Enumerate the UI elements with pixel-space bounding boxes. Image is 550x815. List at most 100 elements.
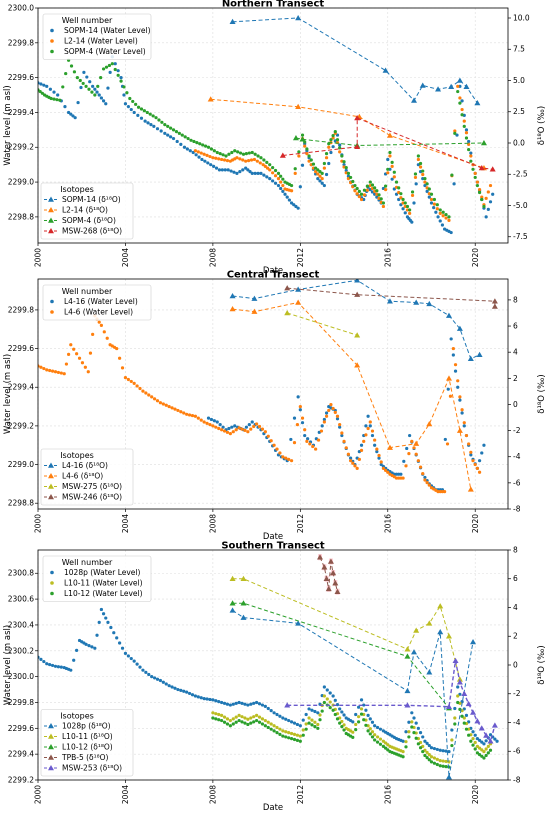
wl-point <box>320 181 324 185</box>
wl-point <box>142 109 146 113</box>
wl-point <box>50 663 55 668</box>
wl-point <box>259 156 263 160</box>
wl-point <box>59 371 63 375</box>
wl-point <box>126 654 130 658</box>
wl-point <box>143 119 147 123</box>
wl-point <box>475 737 479 741</box>
wl-point <box>320 424 324 428</box>
wl-point <box>155 127 160 131</box>
legend-entry: MSW-246 (δ¹⁸O) <box>62 493 122 502</box>
wl-point <box>176 408 180 413</box>
wl-point <box>441 764 445 768</box>
wl-point <box>427 195 431 199</box>
wl-point <box>416 459 420 463</box>
iso-point <box>354 291 361 297</box>
wl-point <box>410 711 414 715</box>
wl-point <box>151 114 155 118</box>
wl-point <box>401 755 405 759</box>
wl-point <box>471 737 475 741</box>
iso-point <box>284 285 291 291</box>
wl-point <box>169 126 173 130</box>
wl-point <box>306 437 310 441</box>
wl-point <box>262 158 266 162</box>
wl-point <box>344 446 348 450</box>
wl-point <box>444 216 448 220</box>
wl-point <box>444 212 448 217</box>
wl-point <box>157 118 161 122</box>
y2-axis-label: δ¹⁸O (‰) <box>537 374 547 413</box>
wl-point <box>475 744 479 749</box>
wl-point <box>85 75 89 79</box>
wl-point <box>246 703 250 707</box>
wl-point <box>482 756 486 760</box>
wl-point <box>458 101 462 105</box>
iso-point <box>411 649 417 655</box>
wl-point <box>344 168 348 173</box>
wl-point <box>265 175 269 179</box>
wl-point <box>233 424 237 428</box>
wl-point <box>338 707 342 711</box>
iso-point <box>404 653 411 659</box>
legend-marker <box>48 494 54 500</box>
wl-point <box>272 729 276 733</box>
wl-point <box>368 732 372 736</box>
wl-point <box>362 439 366 443</box>
wl-point <box>342 713 346 717</box>
y2-tick-label: 4 <box>513 348 518 357</box>
iso-point <box>445 774 452 780</box>
wl-point <box>359 698 364 702</box>
x-tick-label: 2012 <box>296 785 305 804</box>
wl-point <box>316 726 320 730</box>
legend-entry: L2-14 (Water Level) <box>64 37 138 46</box>
wl-point <box>390 164 394 169</box>
wl-point <box>229 169 233 173</box>
wl-point <box>305 147 309 151</box>
wl-point <box>249 702 253 706</box>
wl-point <box>182 411 186 415</box>
wl-point <box>418 465 423 469</box>
wl-point <box>116 69 120 73</box>
wl-point <box>123 375 128 380</box>
wl-point <box>244 166 248 170</box>
wl-point <box>257 702 262 706</box>
x-tick-label: 2016 <box>383 514 392 533</box>
wl-point <box>335 133 340 137</box>
wl-point <box>303 433 307 438</box>
wl-point <box>331 708 335 712</box>
wl-point <box>429 760 434 764</box>
wl-point <box>475 466 479 471</box>
legend-entry: L4-6 (δ¹⁸O) <box>62 472 103 481</box>
wl-point <box>375 735 380 739</box>
wl-point <box>52 90 56 94</box>
wl-point <box>185 147 189 151</box>
iso-point <box>354 362 361 368</box>
x-tick-label: 2016 <box>383 248 392 267</box>
wl-point <box>335 414 340 418</box>
wl-point <box>179 142 183 146</box>
wl-point <box>401 201 405 205</box>
wl-point <box>266 725 270 730</box>
y-tick-label: 2299.4 <box>8 383 34 392</box>
wl-point <box>146 121 150 125</box>
wl-point <box>477 752 482 757</box>
wl-point <box>231 430 235 434</box>
wl-point <box>249 427 253 431</box>
wl-point <box>205 697 209 701</box>
wl-point <box>289 437 293 442</box>
wl-point <box>222 429 227 433</box>
wl-point <box>238 151 243 155</box>
wl-point <box>278 451 282 455</box>
wl-point <box>320 709 324 713</box>
iso-point <box>323 575 330 581</box>
wl-point <box>412 201 416 205</box>
wl-point <box>378 727 383 731</box>
chart-title: Central Transect <box>227 270 320 281</box>
wl-point <box>141 668 145 672</box>
wl-point <box>252 424 256 429</box>
wl-point <box>322 420 326 424</box>
wl-point <box>311 166 316 170</box>
wl-point <box>394 180 399 184</box>
wl-point <box>473 462 477 467</box>
wl-point <box>453 716 457 720</box>
wl-point <box>377 453 381 458</box>
